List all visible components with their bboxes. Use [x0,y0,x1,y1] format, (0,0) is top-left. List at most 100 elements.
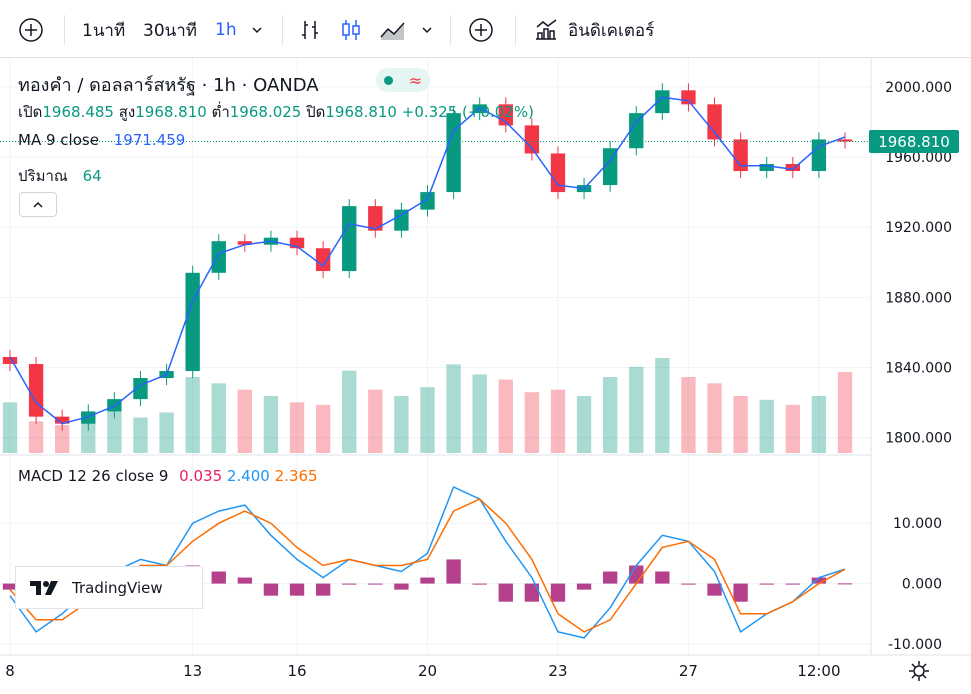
interval-30m-button[interactable]: 30นาที [143,20,198,41]
plus-circle-icon [469,18,493,42]
volume-bar [368,389,383,453]
candle-body [446,113,461,193]
toolbar-divider [515,15,516,45]
signal-line [9,498,846,633]
histogram-bar [811,577,827,584]
histogram-bar [785,583,800,585]
candle-body [55,416,70,424]
histogram-bar [498,583,513,602]
candle-body [315,248,331,272]
volume-bar [342,370,357,453]
price-tick-label: 1800.000 [885,431,952,447]
area-chart-icon [380,22,405,40]
macd-axis: 10.000 0.000 -10.000 [888,516,942,653]
candle-body [759,164,774,172]
candles-chart-button[interactable] [338,17,364,43]
volume-bar [263,396,279,453]
candle-body [394,209,409,231]
ma-label: MA 9 close [18,131,99,149]
volume-bar [237,389,253,453]
interval-dropdown-button[interactable] [250,17,264,43]
candle-body [211,241,226,273]
histogram-bar [524,583,540,602]
volume-bar [211,383,226,453]
candle-body [785,164,800,172]
price-tick-label: 2000.000 [885,80,952,96]
ma-legend[interactable]: MA 9 close 1971.459 [18,131,185,149]
ma-line [9,96,846,425]
symbol-title[interactable]: ทองคำ / ดอลลาร์สหรัฐ · 1h · OANDA [18,75,319,96]
open-label: เปิด [18,103,43,121]
toolbar-divider [282,15,283,45]
open-value: 1968.485 [42,103,114,121]
indicators-button[interactable]: อินดิเคเตอร์ [533,17,654,43]
time-tick-label: 13 [183,662,202,680]
volume-bar [811,396,827,453]
close-label: ปิด [306,103,326,121]
volume-label: ปริมาณ [18,167,68,185]
top-toolbar: 1นาที 30นาที 1h อินดิ [0,0,971,58]
volume-bar [472,374,487,453]
volume-bar [785,404,800,453]
low-label: ต่ำ [211,103,230,121]
candle-body [28,364,44,417]
histogram-bar [263,583,279,596]
histogram-bar [289,583,305,596]
area-chart-button[interactable] [378,17,408,43]
candle-body [733,139,748,172]
time-axis: 8 13 16 20 23 27 12:00 [5,662,840,680]
ma-value: 1971.459 [113,131,186,149]
volume-bar [524,392,540,453]
volume-bar [655,358,670,453]
indicators-icon [536,19,557,40]
histogram-bar [707,583,722,596]
macd-hist-value: 0.035 [179,467,223,485]
volume-bar [107,408,122,453]
volume-bar [159,412,174,453]
collapse-legend-button[interactable] [19,192,57,217]
histogram-bar [655,571,670,584]
histogram-bar [211,571,226,584]
histogram-bar [759,583,774,585]
chevron-down-icon [252,27,262,34]
chart-type-dropdown-button[interactable] [420,17,434,43]
candle-body [550,153,566,193]
settings-button[interactable] [907,659,931,687]
tradingview-logo[interactable]: TradingView [15,566,203,609]
bars-chart-button[interactable] [298,17,324,43]
histogram-bar [576,583,592,590]
macd-tick-label: 10.000 [893,516,942,532]
histogram-bar [550,583,566,602]
candle-body [681,90,696,105]
macd-tick-label: -10.000 [888,637,942,653]
high-value: 1968.810 [135,103,207,121]
interval-1h-button[interactable]: 1h [215,20,237,40]
chevron-down-icon [422,27,432,34]
add-symbol-button[interactable] [18,17,44,43]
histogram-bar [837,583,853,585]
candle-body [629,113,644,149]
volume-legend[interactable]: ปริมาณ 64 [18,164,102,188]
macd-legend[interactable]: MACD 12 26 close 9 0.035 2.400 2.365 [18,467,318,485]
candle-body [289,237,305,249]
close-value: 1968.810 [325,103,397,121]
market-status-pill[interactable]: ≈ [376,68,430,92]
price-axis: 2000.000 1960.000 1920.000 1880.000 1840.000… [885,80,952,447]
time-tick-label: 20 [418,662,437,680]
price-tick-label: 1920.000 [885,220,952,236]
macd-line-value: 2.400 [226,467,270,485]
interval-1m-button[interactable]: 1นาที [82,20,126,41]
volume-bar [446,364,461,453]
macd-line [9,485,846,639]
volume-bar [498,379,513,453]
macd-tick-label: 0.000 [902,577,942,593]
last-price-tag: 1968.810 [869,130,959,154]
volume-bar [315,404,331,453]
volume-bar [550,389,566,453]
toolbar-divider [64,15,65,45]
compare-symbol-button[interactable] [468,17,494,43]
candle-body [368,206,383,231]
volume-value: 64 [82,167,102,185]
candlestick-icon [342,20,360,40]
histogram-bar [342,583,357,585]
